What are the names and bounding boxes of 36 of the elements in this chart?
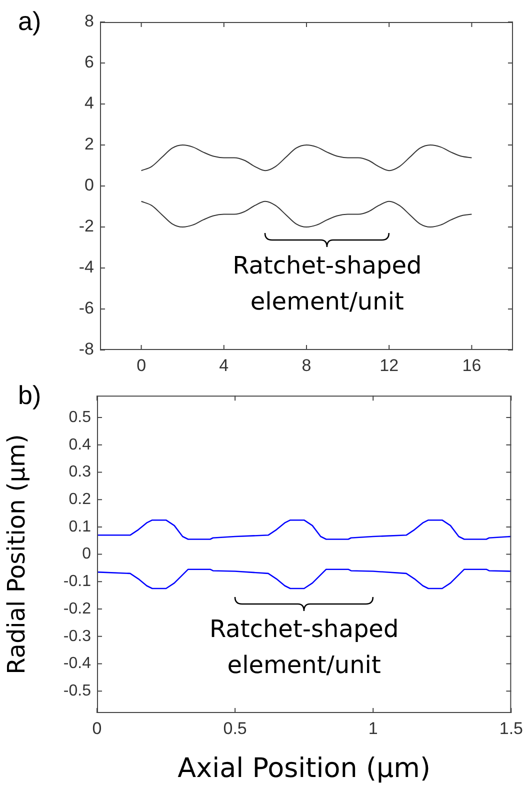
chart-title: a) xyxy=(18,6,42,36)
y-tick-label: -0.5 xyxy=(63,682,92,700)
y-tick-label: 2 xyxy=(84,134,94,154)
line-series xyxy=(140,144,472,172)
x-tick-label: 1.5 xyxy=(499,718,524,738)
x-tick-label: 12 xyxy=(380,356,399,375)
y-tick-label: -0.1 xyxy=(63,573,92,590)
y-tick-label: -8 xyxy=(78,340,94,359)
x-tick-label: 0.5 xyxy=(223,718,247,738)
line-series xyxy=(140,200,472,228)
chart-title: b) xyxy=(18,380,42,410)
y-tick-label: 8 xyxy=(84,12,94,31)
y-tick-label: 0.5 xyxy=(68,408,92,426)
y-tick-label: -6 xyxy=(78,298,94,318)
y-tick-label: 6 xyxy=(84,52,94,72)
y-tick-label: 4 xyxy=(84,94,94,113)
y-tick-label: -2 xyxy=(78,216,94,236)
y-tick-label: 0 xyxy=(84,176,94,195)
y-tick-label: -0.2 xyxy=(63,600,92,618)
y-tick-label: -0.4 xyxy=(63,655,92,672)
x-tick-label: 16 xyxy=(462,356,482,375)
y-tick-label: 0.4 xyxy=(68,436,92,454)
annotation: Ratchet-shaped element/unit xyxy=(232,251,422,316)
x-tick-label: 4 xyxy=(219,356,229,375)
y-tick-label: 0 xyxy=(82,546,92,563)
x-tick-label: 0 xyxy=(136,356,146,375)
y-tick-label: -0.3 xyxy=(63,628,92,645)
x-tick-label: 8 xyxy=(302,356,312,375)
y-tick-label: -4 xyxy=(78,258,94,277)
x-tick-label: 1 xyxy=(368,718,378,738)
y-tick-label: 0.2 xyxy=(68,490,92,508)
y-tick-label: 0.1 xyxy=(68,518,92,536)
y-tick-label: 0.3 xyxy=(68,464,92,481)
annotation: Ratchet-shaped element/unit xyxy=(210,615,399,680)
x-axis-title: Axial Position (µm) xyxy=(178,752,431,784)
y-axis-title: Radial Position (µm) xyxy=(2,434,31,674)
